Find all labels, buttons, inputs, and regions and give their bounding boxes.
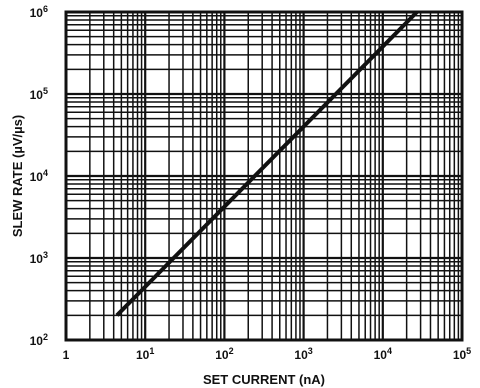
x-axis-label: SET CURRENT (nA) (203, 372, 325, 387)
y-tick-label: 106 (30, 4, 48, 20)
y-tick-label: 102 (30, 332, 48, 348)
x-tick-label: 105 (453, 346, 471, 362)
y-tick-label: 103 (30, 250, 48, 266)
y-axis-label: SLEW RATE (µV/µs) (10, 115, 25, 237)
series-line (115, 10, 419, 317)
x-tick-label: 103 (294, 346, 312, 362)
x-tick-labels: 1 101 102 103 104 105 (63, 346, 472, 362)
data-series (115, 10, 419, 317)
plot-frame (64, 10, 464, 342)
x-tick-label: 102 (215, 346, 233, 362)
y-tick-label: 105 (30, 86, 48, 102)
y-tick-label: 104 (30, 168, 48, 184)
x-tick-label: 104 (374, 346, 392, 362)
x-tick-label: 101 (136, 346, 154, 362)
chart-grid (66, 12, 462, 340)
y-tick-labels: 102 103 104 105 106 (30, 4, 48, 348)
x-tick-label: 1 (63, 348, 70, 362)
